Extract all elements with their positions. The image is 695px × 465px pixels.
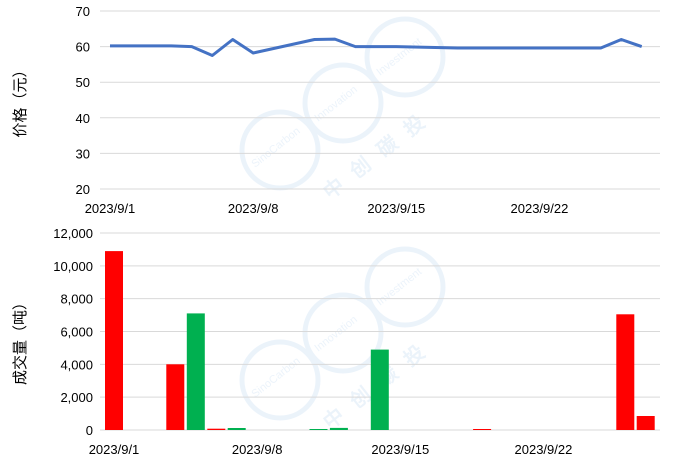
volume-bar: [329, 427, 348, 430]
volume-bar: [616, 314, 635, 430]
volume-y-tick: 0: [86, 423, 93, 438]
watermark-circle: [364, 246, 446, 328]
volume-y-tick: 6,000: [60, 325, 93, 340]
price-series-line: [110, 37, 643, 57]
price-y-tick: 30: [76, 146, 90, 161]
price-y-tick: 50: [76, 75, 90, 90]
price-y-tick: 60: [76, 40, 90, 55]
volume-bar: [166, 364, 185, 430]
volume-x-tick: 2023/9/15: [371, 442, 429, 457]
volume-y-tick: 10,000: [53, 259, 93, 274]
volume-bars: [105, 251, 655, 430]
price-y-tick: 20: [76, 182, 90, 197]
price-x-tick: 2023/9/15: [367, 201, 425, 216]
price-y-tick-labels: 20 30 40 50 60 70: [76, 4, 90, 197]
watermark-text-3: Investment: [374, 36, 424, 79]
volume-bar: [105, 251, 123, 430]
watermark-text-2: Innovation: [312, 314, 359, 355]
volume-x-tick: 2023/9/22: [515, 442, 573, 457]
volume-y-tick: 12,000: [53, 226, 93, 241]
volume-bar: [309, 429, 328, 430]
watermark-circle: [239, 109, 321, 191]
volume-x-tick: 2023/9/8: [232, 442, 283, 457]
volume-bar: [186, 313, 205, 430]
price-y-tick: 70: [76, 4, 90, 19]
price-series: [109, 37, 643, 57]
volume-x-tick: 2023/9/1: [89, 442, 140, 457]
price-y-tick: 40: [76, 111, 90, 126]
price-x-tick-labels: 2023/9/1 2023/9/8 2023/9/15 2023/9/22: [85, 201, 569, 216]
watermark: SinoCarbon Innovation Investment 中创碳投 Si…: [239, 16, 446, 434]
price-x-tick: 2023/9/8: [228, 201, 279, 216]
volume-bar: [473, 429, 492, 430]
watermark-circle: [239, 339, 321, 421]
volume-y-tick: 2,000: [60, 390, 93, 405]
watermark-circle: [302, 62, 384, 144]
price-y-axis-label: 价格（元）: [11, 62, 29, 137]
volume-bar-chart: 0 2,000 4,000 6,000 8,000 10,000 12,000 2023/9…: [11, 226, 660, 457]
volume-bar: [370, 349, 389, 430]
volume-y-axis-label: 成交量（吨）: [11, 295, 29, 385]
price-x-tick: 2023/9/22: [511, 201, 569, 216]
watermark-circle: [302, 292, 384, 374]
price-x-tick: 2023/9/1: [85, 201, 136, 216]
watermark-text-1: SinoCarbon: [249, 125, 302, 170]
watermark-text-1: SinoCarbon: [249, 355, 302, 400]
watermark-circle: [364, 16, 446, 98]
watermark-text-3: Investment: [374, 266, 424, 309]
watermark-lower: SinoCarbon Innovation Investment 中创碳投: [239, 246, 446, 434]
volume-bar: [636, 416, 655, 430]
volume-bar: [207, 428, 226, 430]
volume-x-tick-labels: 2023/9/1 2023/9/8 2023/9/15 2023/9/22: [89, 442, 573, 457]
volume-y-tick: 4,000: [60, 357, 93, 372]
volume-y-tick-labels: 0 2,000 4,000 6,000 8,000 10,000 12,000: [53, 226, 93, 438]
volume-y-tick: 8,000: [60, 292, 93, 307]
volume-bar: [227, 428, 246, 430]
